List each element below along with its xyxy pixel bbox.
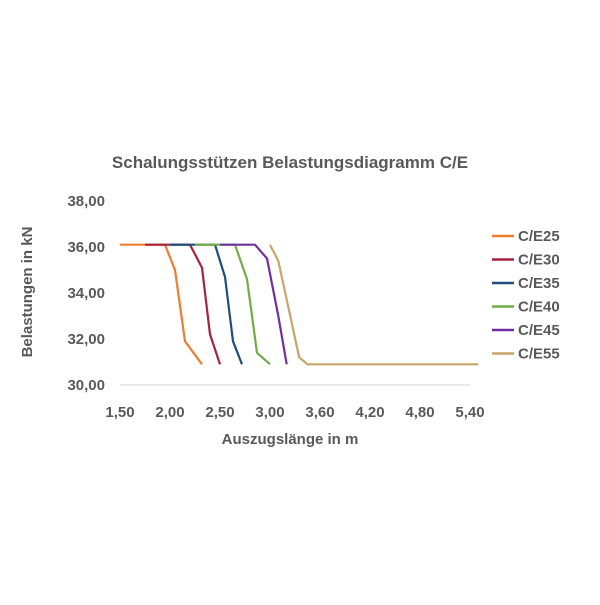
y-axis-title: Belastungen in kN <box>19 227 36 358</box>
x-tick-label: 3,60 <box>305 404 334 421</box>
legend-label: C/E40 <box>518 299 560 316</box>
legend-label: C/E25 <box>518 228 560 245</box>
legend-label: C/E45 <box>518 322 560 339</box>
y-tick-label: 30,00 <box>67 377 105 394</box>
series-line-c-e25 <box>120 243 203 365</box>
legend: C/E25 C/E30 C/E35 C/E40 C/E45 C/E55 <box>492 228 560 363</box>
series-line-c-e45 <box>220 243 288 365</box>
series-layer <box>120 243 479 366</box>
legend-label: C/E55 <box>518 346 560 363</box>
y-tick-label: 38,00 <box>67 193 105 210</box>
x-axis-title: Auszugslänge in m <box>222 431 359 448</box>
x-tick-label: 2,00 <box>155 404 184 421</box>
y-tick-label: 34,00 <box>67 285 105 302</box>
x-tick-label: 1,50 <box>105 404 134 421</box>
legend-label: C/E35 <box>518 275 560 292</box>
x-tick-label: 4,80 <box>405 404 434 421</box>
series-line-c-e55 <box>269 244 479 366</box>
y-tick-label: 36,00 <box>67 239 105 256</box>
y-tick-label: 32,00 <box>67 331 105 348</box>
y-axis-ticks: 30,00 32,00 34,00 36,00 38,00 <box>67 193 105 394</box>
x-tick-label: 2,50 <box>205 404 234 421</box>
x-tick-label: 4,20 <box>355 404 384 421</box>
x-tick-label: 5,40 <box>455 404 484 421</box>
legend-label: C/E30 <box>518 252 560 269</box>
chart-title: Schalungsstützen Belastungsdiagramm C/E <box>112 153 468 172</box>
x-tick-label: 3,00 <box>255 404 284 421</box>
x-axis-ticks: 1,50 2,00 2,50 3,00 3,60 4,20 4,80 5,40 <box>105 404 484 421</box>
series-line-c-e30 <box>145 243 222 365</box>
